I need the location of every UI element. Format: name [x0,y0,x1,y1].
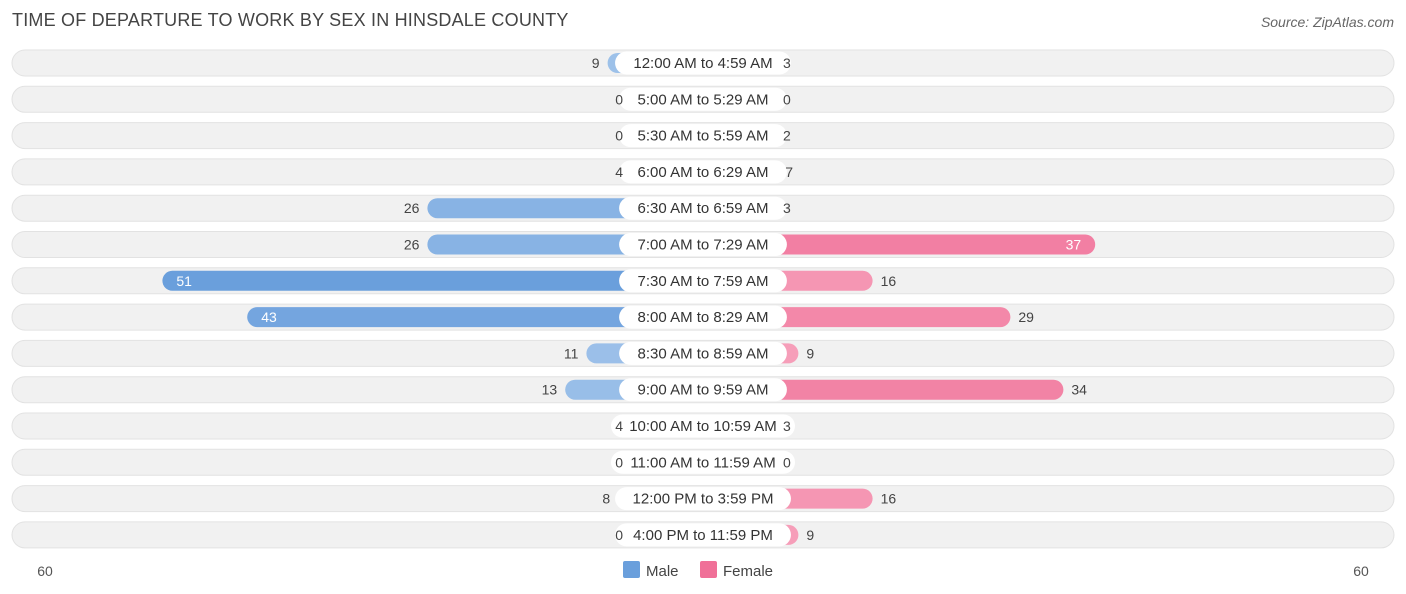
category-label-background [619,305,787,329]
legend-female-label: Female [723,563,773,580]
male-value-label: 51 [176,273,192,289]
female-value-label: 3 [783,55,791,71]
legend-male-label: Male [646,563,679,580]
female-value-label: 0 [783,91,791,107]
category-label-background [619,233,787,256]
category-label: 5:30 AM to 5:59 AM [638,128,769,145]
category-label: 9:00 AM to 9:59 AM [638,382,769,399]
male-value-label: 43 [261,309,277,325]
chart-title: TIME OF DEPARTURE TO WORK BY SEX IN HINS… [12,10,569,30]
category-label: 12:00 PM to 3:59 PM [633,491,774,508]
category-label: 6:30 AM to 6:59 AM [638,200,769,217]
female-value-label: 9 [806,527,814,543]
category-label: 10:00 AM to 10:59 AM [629,418,777,435]
female-value-label: 29 [1018,309,1034,325]
female-value-label: 16 [881,273,897,289]
category-label-background [619,378,787,402]
category-label: 8:00 AM to 8:29 AM [638,309,769,326]
category-label-background [619,87,787,111]
category-label-background [619,124,787,148]
female-value-label: 7 [785,164,793,180]
category-label: 11:00 AM to 11:59 AM [630,454,775,471]
category-label: 5:00 AM to 5:29 AM [638,91,769,108]
female-value-label: 3 [783,418,791,434]
category-label: 7:00 AM to 7:29 AM [638,237,769,254]
female-value-label: 0 [783,454,791,470]
female-bar [703,234,1096,255]
category-label-background [615,523,791,547]
legend-male-swatch [623,561,640,578]
axis-min-label: 60 [37,563,53,579]
category-label-background [615,51,791,75]
male-value-label: 4 [615,164,623,180]
category-label: 8:30 AM to 8:59 AM [638,345,769,362]
male-value-label: 4 [615,418,623,434]
female-value-label: 3 [783,200,791,216]
female-value-label: 9 [806,345,814,361]
male-value-label: 0 [615,128,623,144]
male-bar [162,270,703,291]
male-value-label: 0 [615,91,623,107]
female-value-label: 2 [783,128,791,144]
male-bar [247,307,703,328]
axis-max-label: 60 [1353,563,1369,579]
source-label: Source: ZipAtlas.com [1260,14,1394,30]
category-label-background [611,414,795,438]
male-value-label: 13 [542,382,558,398]
male-value-label: 9 [592,55,600,71]
male-value-label: 11 [564,345,579,361]
category-label-background [619,341,787,365]
category-label: 12:00 AM to 4:59 AM [633,55,772,72]
female-value-label: 37 [1066,237,1082,253]
legend-female-swatch [700,561,717,578]
male-value-label: 26 [404,200,420,216]
female-bar [703,379,1064,400]
category-label-background [611,450,795,474]
female-value-label: 34 [1071,382,1087,398]
male-value-label: 26 [404,237,420,253]
category-label: 7:30 AM to 7:59 AM [638,273,769,290]
category-label-background [619,196,787,220]
category-label-background [615,487,791,511]
female-value-label: 16 [881,491,897,507]
male-value-label: 0 [615,527,623,543]
category-label-background [619,160,787,184]
male-value-label: 8 [602,491,610,507]
category-label-background [619,269,787,293]
category-label: 6:00 AM to 6:29 AM [638,164,769,181]
category-label: 4:00 PM to 11:59 PM [633,527,773,544]
male-value-label: 0 [615,454,623,470]
